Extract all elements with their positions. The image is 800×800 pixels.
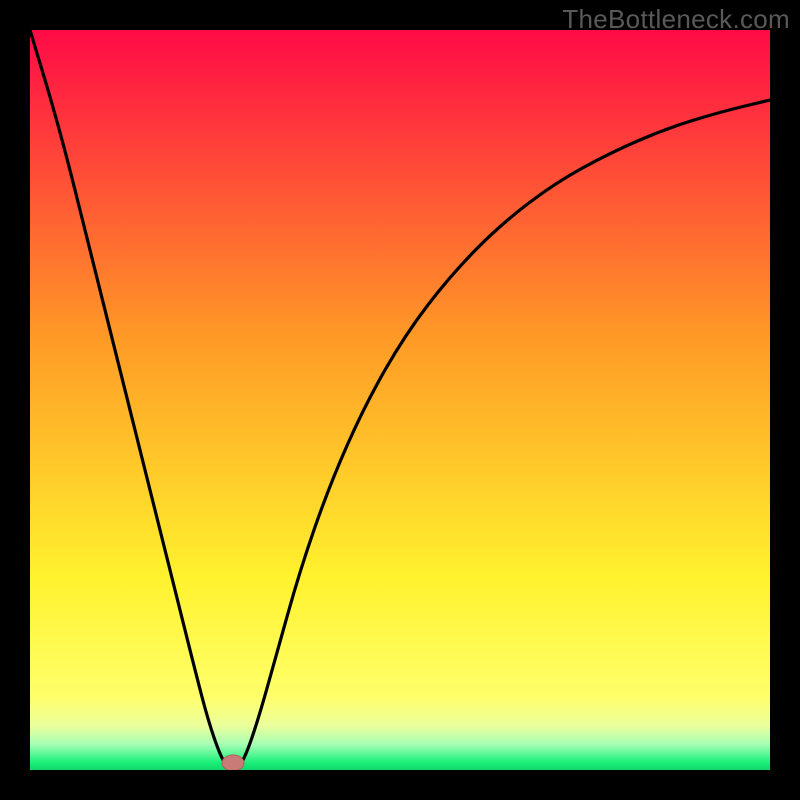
bottleneck-chart — [0, 0, 800, 800]
chart-background — [30, 30, 770, 770]
watermark-text: TheBottleneck.com — [562, 4, 790, 35]
minimum-marker — [222, 755, 244, 771]
chart-stage: TheBottleneck.com — [0, 0, 800, 800]
